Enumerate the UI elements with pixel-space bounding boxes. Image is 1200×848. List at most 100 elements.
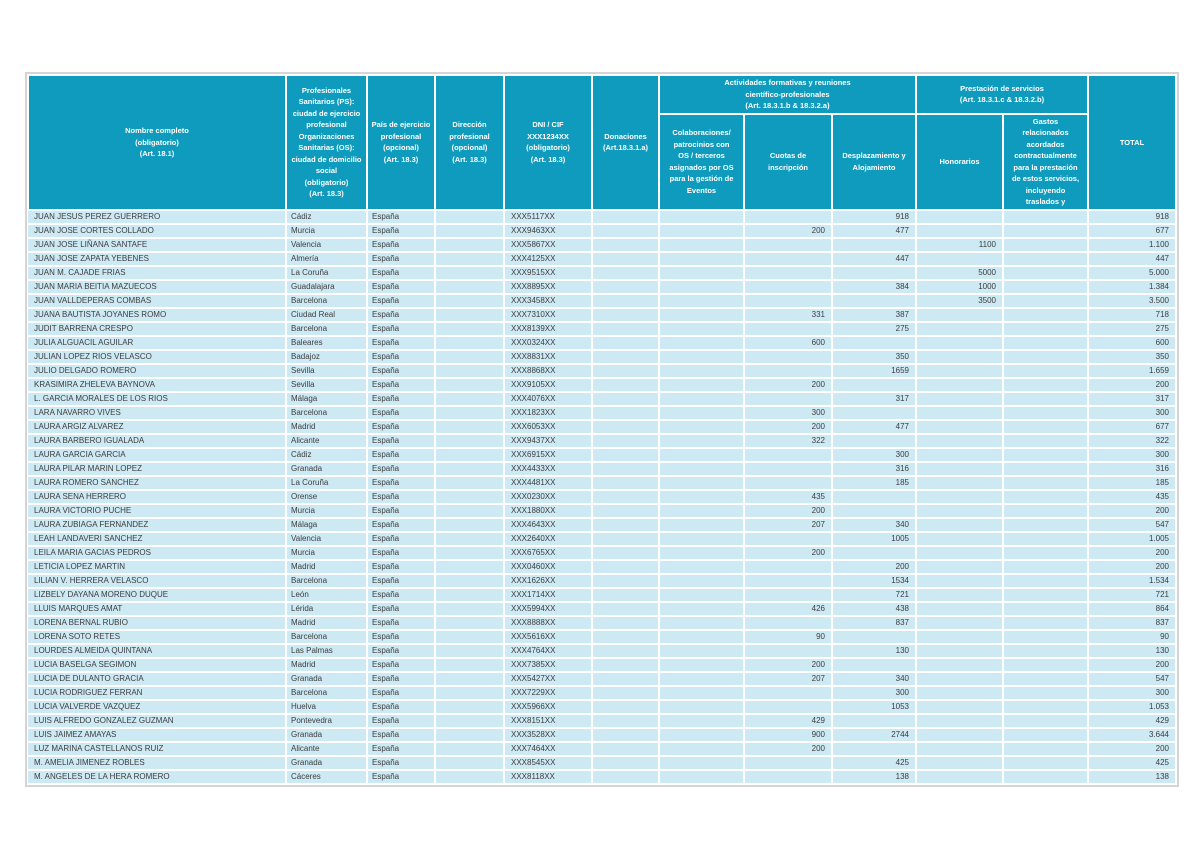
cell-total: 130 [1088,643,1177,659]
cell-nombre: LORENA SOTO RETES [28,629,287,645]
cell-honorarios [916,475,1004,491]
col-header-nombre-completo: Nombre completo (obligatorio) (Art. 18.1… [27,74,287,211]
cell-honorarios [916,349,1004,365]
table-row: LAURA PILAR MARIN LOPEZ Granada España X… [28,461,1177,477]
cell-colaboraciones [659,391,745,407]
cell-donaciones [592,685,660,701]
cell-pais: España [367,755,436,771]
cell-colaboraciones [659,307,745,323]
cell-honorarios [916,559,1004,575]
cell-total: 1.053 [1088,699,1177,715]
cell-ciudad: Cádiz [286,447,368,463]
col-header-pais: País de ejercicio profesional (opcional)… [366,74,436,211]
cell-ciudad: Huelva [286,699,368,715]
cell-dni: XXX7229XX [504,685,593,701]
cell-ciudad: Guadalajara [286,279,368,295]
cell-cuotas [744,587,833,603]
cell-ciudad: Baleares [286,335,368,351]
cell-colaboraciones [659,279,745,295]
table-row: M. ANGELES DE LA HERA ROMERO Cáceres Esp… [28,769,1177,785]
cell-desplazamiento: 1005 [832,531,917,547]
table-row: LUIS JAIMEZ AMAYAS Granada España XXX352… [28,727,1177,743]
cell-desplazamiento: 2744 [832,727,917,743]
cell-nombre: LAURA BARBERO IGUALADA [28,433,287,449]
cell-direccion [435,237,505,253]
cell-cuotas: 426 [744,601,833,617]
cell-pais: España [367,335,436,351]
cell-gastos [1003,587,1089,603]
cell-direccion [435,419,505,435]
cell-direccion [435,251,505,267]
cell-desplazamiento [832,545,917,561]
transparency-report-table-container: Nombre completo (obligatorio) (Art. 18.1… [25,72,1179,787]
cell-donaciones [592,223,660,239]
cell-direccion [435,671,505,687]
cell-honorarios [916,755,1004,771]
cell-pais: España [367,307,436,323]
col-header-cuotas-inscripcion: Cuotas de inscripción [743,112,833,211]
cell-gastos [1003,545,1089,561]
cell-gastos [1003,461,1089,477]
cell-gastos [1003,405,1089,421]
cell-honorarios [916,223,1004,239]
cell-desplazamiento: 138 [832,769,917,785]
cell-colaboraciones [659,727,745,743]
cell-ciudad: Barcelona [286,629,368,645]
cell-cuotas [744,209,833,225]
cell-desplazamiento [832,377,917,393]
cell-honorarios: 1100 [916,237,1004,253]
cell-nombre: JULIAN LOPEZ RIOS VELASCO [28,349,287,365]
table-row: JUAN JESUS PEREZ GUERRERO Cádiz España X… [28,209,1177,225]
cell-direccion [435,587,505,603]
cell-desplazamiento: 1659 [832,363,917,379]
cell-gastos [1003,727,1089,743]
cell-colaboraciones [659,755,745,771]
cell-cuotas: 429 [744,713,833,729]
cell-direccion [435,321,505,337]
cell-donaciones [592,377,660,393]
cell-ciudad: Barcelona [286,573,368,589]
cell-honorarios [916,321,1004,337]
cell-total: 1.534 [1088,573,1177,589]
cell-colaboraciones [659,237,745,253]
cell-total: 90 [1088,629,1177,645]
cell-gastos [1003,755,1089,771]
cell-total: 5.000 [1088,265,1177,281]
cell-desplazamiento: 185 [832,475,917,491]
cell-dni: XXX0460XX [504,559,593,575]
cell-nombre: LAURA PILAR MARIN LOPEZ [28,461,287,477]
cell-total: 1.384 [1088,279,1177,295]
cell-cuotas [744,293,833,309]
table-row: LIZBELY DAYANA MORENO DUQUE León España … [28,587,1177,603]
cell-direccion [435,741,505,757]
cell-ciudad: Barcelona [286,685,368,701]
cell-ciudad: León [286,587,368,603]
table-row: JULIO DELGADO ROMERO Sevilla España XXX8… [28,363,1177,379]
table-row: LLUIS MARQUES AMAT Lérida España XXX5994… [28,601,1177,617]
cell-direccion [435,629,505,645]
cell-direccion [435,573,505,589]
cell-colaboraciones [659,615,745,631]
cell-ciudad: Madrid [286,559,368,575]
cell-dni: XXX5427XX [504,671,593,687]
cell-cuotas [744,531,833,547]
cell-dni: XXX4481XX [504,475,593,491]
cell-ciudad: Madrid [286,657,368,673]
col-header-dni-cif: DNI / CIF XXX1234XX (obligatorio) (Art. … [503,74,593,211]
cell-direccion [435,433,505,449]
group-header-actividades-formativas: Actividades formativas y reuniones cient… [658,74,917,115]
cell-desplazamiento: 340 [832,671,917,687]
cell-pais: España [367,251,436,267]
cell-dni: XXX8888XX [504,615,593,631]
cell-pais: España [367,545,436,561]
cell-direccion [435,209,505,225]
cell-total: 322 [1088,433,1177,449]
cell-total: 547 [1088,671,1177,687]
cell-honorarios [916,419,1004,435]
cell-direccion [435,489,505,505]
cell-colaboraciones [659,587,745,603]
cell-cuotas [744,559,833,575]
cell-total: 918 [1088,209,1177,225]
cell-dni: XXX5966XX [504,699,593,715]
cell-cuotas [744,265,833,281]
